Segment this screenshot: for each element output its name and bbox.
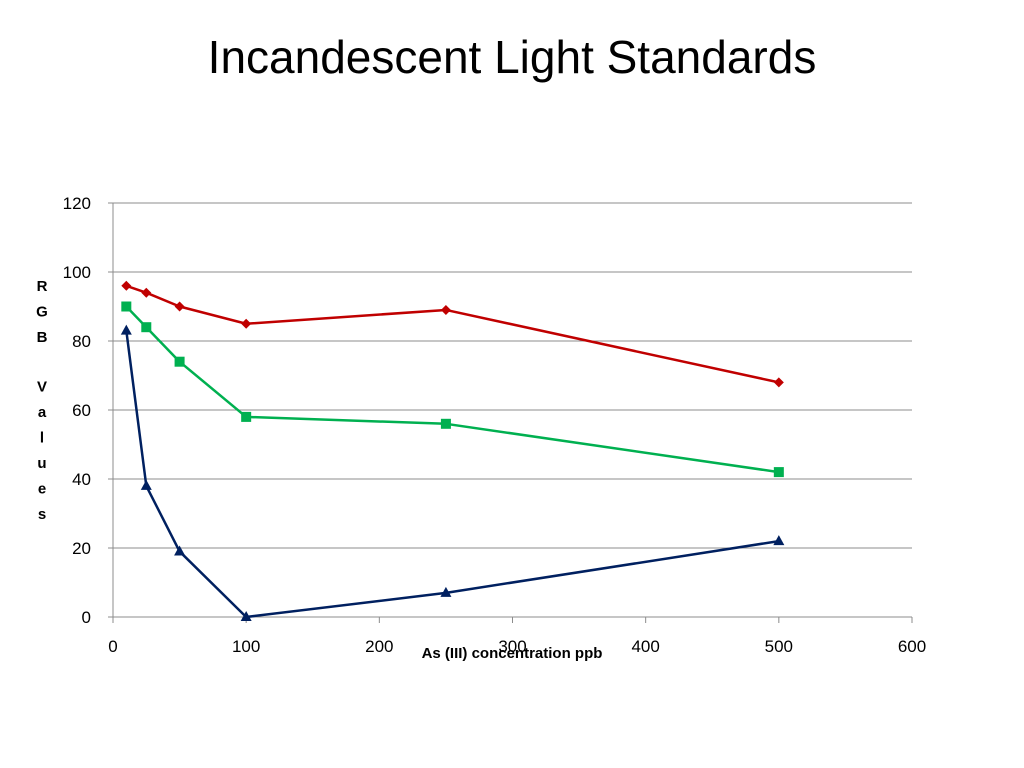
data-point [174, 356, 185, 367]
data-point [773, 377, 784, 388]
series-1 [121, 280, 784, 388]
y-axis-title-char: l [40, 430, 44, 447]
y-tick-label: 80 [72, 332, 91, 351]
data-point [120, 324, 132, 335]
x-tick-label: 600 [898, 637, 926, 656]
series-2 [121, 301, 784, 478]
x-tick-label: 300 [498, 637, 526, 656]
y-axis-title-char: G [36, 304, 48, 321]
x-tick-label: 400 [631, 637, 659, 656]
axes [108, 202, 913, 623]
y-tick-label: 120 [63, 194, 91, 213]
y-axis-title-char: B [37, 329, 48, 346]
data-point [141, 287, 152, 298]
y-tick-label: 60 [72, 401, 91, 420]
x-tick-label: 0 [108, 637, 117, 656]
x-tick-label: 500 [765, 637, 793, 656]
y-axis-title-char: a [38, 404, 47, 421]
data-point [773, 467, 784, 478]
gridlines [113, 202, 912, 549]
y-tick-labels: 0 20 40 60 80 100 120 [63, 194, 91, 627]
y-axis-title-char: u [37, 455, 46, 472]
data-point [121, 280, 132, 291]
data-point [773, 535, 785, 546]
data-point [121, 301, 132, 312]
series-line [125, 330, 780, 619]
y-tick-label: 0 [82, 608, 91, 627]
series-line [125, 305, 780, 474]
x-tick-labels: 0 100 200 300 400 500 600 [108, 637, 926, 656]
data-point [440, 418, 451, 429]
y-axis-title-char: V [37, 379, 47, 396]
x-tick-label: 100 [232, 637, 260, 656]
y-tick-label: 100 [63, 263, 91, 282]
data-point [241, 411, 252, 422]
series-3 [120, 324, 785, 621]
y-axis-title-char: s [38, 506, 46, 523]
data-point [440, 304, 451, 315]
y-tick-label: 20 [72, 539, 91, 558]
data-point [141, 322, 152, 333]
y-axis-title-char: e [38, 481, 46, 498]
data-point [140, 479, 152, 490]
data-point [240, 611, 252, 621]
y-axis-title-char: R [37, 278, 48, 295]
x-axis-title: As (III) concentration ppb [422, 645, 603, 662]
data-series [120, 280, 785, 621]
data-point [241, 318, 252, 329]
slide-title: Incandescent Light Standards [207, 31, 817, 83]
series-line [125, 284, 780, 384]
y-tick-label: 40 [72, 470, 91, 489]
data-point [174, 545, 186, 556]
x-tick-label: 200 [365, 637, 393, 656]
data-point [440, 586, 452, 597]
data-point [174, 301, 185, 312]
